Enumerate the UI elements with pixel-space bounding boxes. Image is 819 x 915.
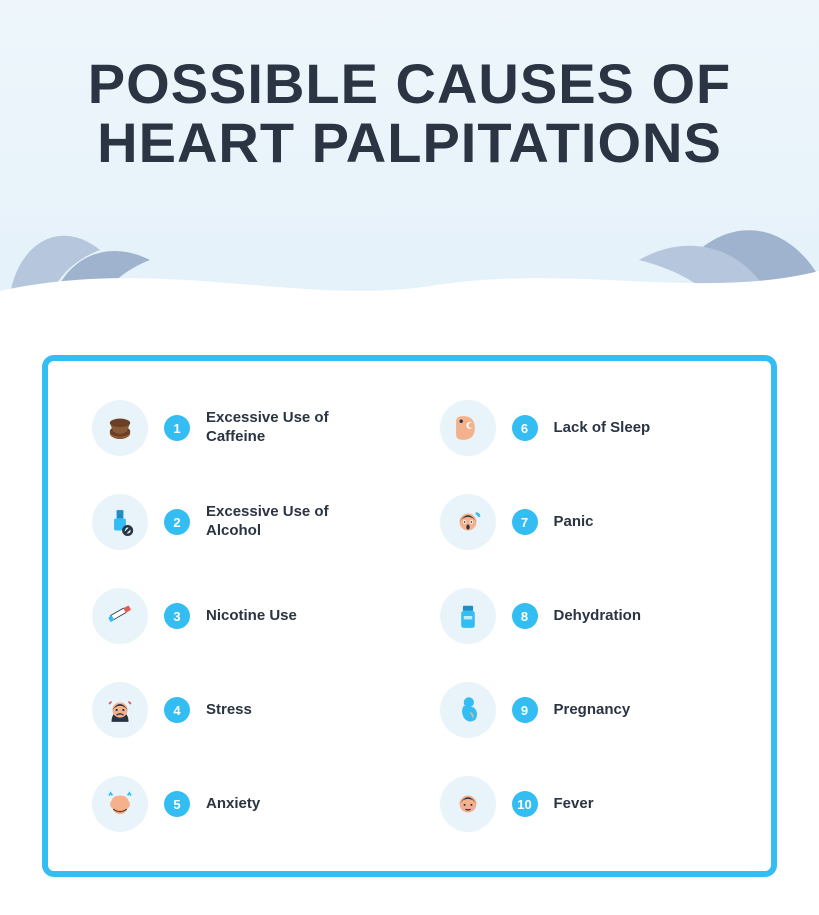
cause-item: 2 Excessive Use of Alcohol (92, 493, 380, 551)
cause-label: Stress (206, 701, 252, 720)
nicotine-icon (92, 588, 148, 644)
number-badge: 8 (512, 603, 538, 629)
cause-item: 1 Excessive Use of Caffeine (92, 399, 380, 457)
panic-icon (440, 494, 496, 550)
alcohol-icon (92, 494, 148, 550)
cause-item: 10 Fever (440, 775, 728, 833)
page-title: POSSIBLE CAUSES OF HEART PALPITATIONS (0, 0, 819, 173)
cause-label: Panic (554, 513, 594, 532)
cause-item: 4 Stress (92, 681, 380, 739)
coffee-icon (92, 400, 148, 456)
cause-item: 7 Panic (440, 493, 728, 551)
number-badge: 10 (512, 791, 538, 817)
number-badge: 5 (164, 791, 190, 817)
cause-label: Anxiety (206, 795, 260, 814)
number-badge: 3 (164, 603, 190, 629)
number-badge: 6 (512, 415, 538, 441)
cause-item: 8 Dehydration (440, 587, 728, 645)
anxiety-icon (92, 776, 148, 832)
number-badge: 7 (512, 509, 538, 535)
cause-label: Fever (554, 795, 594, 814)
cause-item: 3 Nicotine Use (92, 587, 380, 645)
number-badge: 1 (164, 415, 190, 441)
fever-icon (440, 776, 496, 832)
cause-item: 6 Lack of Sleep (440, 399, 728, 457)
sleep-icon (440, 400, 496, 456)
cause-item: 9 Pregnancy (440, 681, 728, 739)
pregnancy-icon (440, 682, 496, 738)
number-badge: 9 (512, 697, 538, 723)
cause-label: Nicotine Use (206, 607, 297, 626)
hero-wave (0, 251, 819, 320)
cause-label: Lack of Sleep (554, 419, 651, 438)
cause-label: Excessive Use of Caffeine (206, 409, 380, 447)
number-badge: 2 (164, 509, 190, 535)
dehydration-icon (440, 588, 496, 644)
causes-grid: 1 Excessive Use of Caffeine 6 Lack of Slee… (92, 399, 727, 833)
number-badge: 4 (164, 697, 190, 723)
hero: POSSIBLE CAUSES OF HEART PALPITATIONS (0, 0, 819, 320)
cause-label: Dehydration (554, 607, 642, 626)
stress-icon (92, 682, 148, 738)
cause-item: 5 Anxiety (92, 775, 380, 833)
causes-card: 1 Excessive Use of Caffeine 6 Lack of Slee… (42, 355, 777, 877)
cause-label: Excessive Use of Alcohol (206, 503, 380, 541)
cause-label: Pregnancy (554, 701, 631, 720)
